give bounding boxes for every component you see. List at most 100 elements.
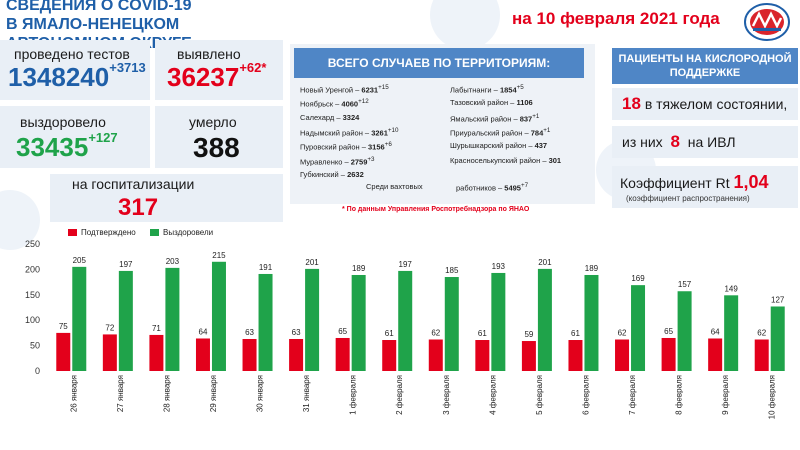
found-card: выявлено 36237+62*	[155, 40, 283, 100]
bar-recovered	[491, 272, 506, 371]
data-label-confirmed: 62	[618, 329, 627, 338]
x-tick-label: 31 января	[302, 375, 311, 412]
data-label-confirmed: 61	[571, 329, 580, 338]
bar-recovered	[165, 267, 180, 371]
data-label-confirmed: 62	[431, 329, 440, 338]
bar-recovered	[584, 274, 599, 371]
recovered-card: выздоровело 33435+127	[0, 106, 150, 168]
territory-name: Новый Уренгой –	[300, 85, 362, 95]
shift-row: работников – 5495+7	[456, 182, 529, 193]
territory-value: 1106	[516, 98, 533, 108]
found-number: 36237	[167, 62, 240, 92]
x-tick-label: 9 февраля	[721, 375, 730, 415]
data-label-recovered: 169	[631, 274, 645, 283]
recovered-delta: +127	[88, 130, 118, 145]
y-tick-label: 200	[25, 264, 40, 274]
legend-confirmed: Подтверждено	[68, 228, 136, 237]
territory-name: Тазовский район –	[450, 98, 517, 108]
hosp-number: 317	[118, 194, 159, 221]
y-tick-label: 100	[25, 315, 40, 325]
y-tick-label: 250	[25, 239, 40, 249]
territory-delta: +6	[384, 141, 392, 149]
data-label-confirmed: 65	[338, 327, 347, 336]
x-tick-label: 26 января	[69, 375, 78, 412]
bar-confirmed	[428, 339, 443, 371]
x-tick-label: 29 января	[209, 375, 218, 412]
territory-row: Лабытнанги – 1854+5	[450, 84, 524, 95]
shift-label-b: работников	[456, 183, 496, 193]
x-tick-label: 10 февраля	[768, 375, 777, 419]
recovered-number: 33435	[16, 132, 89, 162]
territory-value: 784	[530, 128, 544, 138]
data-label-confirmed: 63	[245, 328, 254, 337]
x-tick-label: 30 января	[256, 375, 265, 412]
x-tick-label: 2 февраля	[395, 375, 404, 415]
bar-recovered	[118, 270, 133, 371]
territory-name: Салехард –	[300, 112, 343, 122]
data-label-recovered: 189	[585, 264, 599, 273]
bar-recovered	[211, 261, 226, 371]
died-card: умерло 388	[155, 106, 283, 168]
territory-value: 2632	[347, 169, 364, 179]
territory-delta: +15	[378, 84, 389, 91]
bar-confirmed	[568, 340, 583, 371]
data-label-confirmed: 62	[757, 329, 766, 338]
territory-value: 301	[548, 155, 562, 165]
x-tick-label: 3 февраля	[442, 375, 451, 415]
territory-name: Пуровский район –	[300, 142, 368, 152]
ivl-number: 8	[670, 132, 680, 151]
data-label-confirmed: 63	[292, 328, 301, 337]
y-tick-label: 150	[25, 290, 40, 300]
bar-confirmed	[149, 334, 164, 371]
territory-name: Ноябрьск –	[300, 99, 342, 109]
territory-row: Ямальский район – 837+1	[450, 113, 539, 124]
died-number: 388	[193, 132, 240, 163]
bar-recovered	[398, 270, 413, 371]
bar-confirmed	[708, 338, 723, 371]
recovered-value: 33435+127	[16, 130, 118, 163]
data-label-confirmed: 61	[385, 329, 394, 338]
hosp-label: на госпитализации	[72, 176, 195, 192]
bar-confirmed	[195, 338, 210, 371]
data-label-recovered: 191	[259, 263, 273, 272]
oxygen-title: ПАЦИЕНТЫ НА КИСЛОРОДНОЙ ПОДДЕРЖКЕ	[612, 48, 798, 84]
background-virus-shape	[430, 0, 500, 50]
legend-confirmed-label: Подтверждено	[81, 228, 136, 237]
territory-row: Салехард – 3324	[300, 113, 359, 122]
territory-name: Надымский район –	[300, 128, 372, 138]
ivl-prefix: из них	[622, 134, 663, 150]
severe-number: 18	[622, 94, 641, 113]
died-label: умерло	[189, 114, 237, 130]
found-delta: +62*	[239, 60, 267, 75]
ivl-suffix: на ИВЛ	[687, 134, 736, 150]
bar-confirmed	[289, 338, 304, 371]
bar-confirmed	[382, 340, 397, 371]
territory-value: 6231	[361, 85, 379, 95]
legend-recovered-label: Выздоровели	[163, 228, 214, 237]
tests-card: проведено тестов 1348240+3713	[0, 40, 150, 100]
territory-row: Муравленко – 2759+3	[300, 156, 375, 167]
x-tick-label: 1 февраля	[349, 375, 358, 415]
bar-recovered	[351, 274, 366, 371]
data-label-confirmed: 61	[478, 329, 487, 338]
bar-recovered	[537, 268, 552, 371]
data-label-confirmed: 59	[524, 330, 533, 339]
data-label-recovered: 197	[399, 260, 413, 269]
recovered-label: выздоровело	[20, 114, 106, 130]
x-tick-label: 8 февраля	[675, 375, 684, 415]
bar-confirmed	[661, 337, 676, 371]
territory-row: Губкинский – 2632	[300, 170, 364, 179]
territory-row: Пуровский район – 3156+6	[300, 141, 392, 152]
territory-value: 4060	[341, 99, 359, 109]
territory-row: Надымский район – 3261+10	[300, 127, 399, 138]
y-tick-label: 0	[35, 366, 40, 376]
territory-name: Ямальский район –	[450, 114, 520, 124]
ivl-card: из них 8 на ИВЛ	[612, 126, 798, 158]
shift-value: 5495	[504, 183, 521, 193]
territory-row: Тазовский район – 1106	[450, 98, 533, 107]
rt-label: Коэффициент Rt	[620, 175, 730, 191]
territory-value: 437	[534, 141, 548, 151]
severe-card: 18 в тяжелом состоянии,	[612, 88, 798, 120]
territory-row: Красноселькупский район – 301	[450, 156, 561, 165]
bar-recovered	[631, 285, 646, 371]
